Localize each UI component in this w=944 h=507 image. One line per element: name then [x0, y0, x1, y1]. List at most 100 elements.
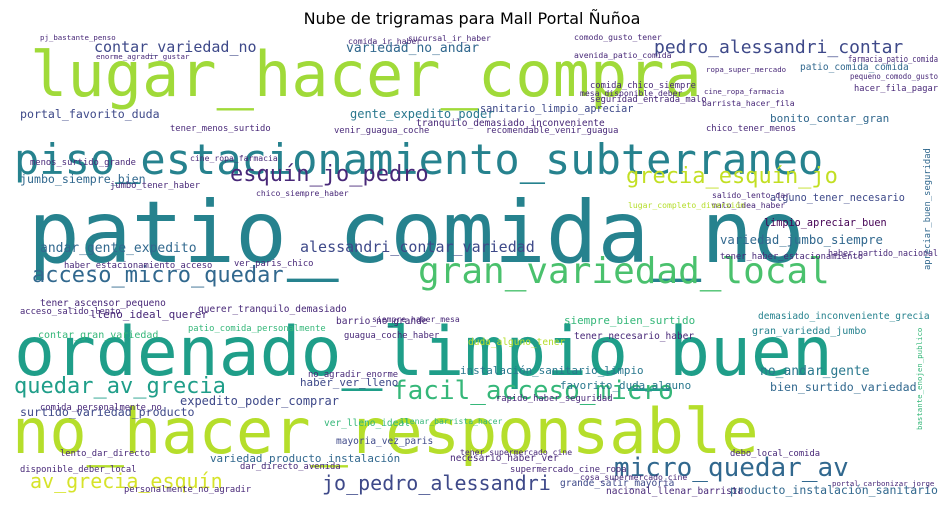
cloud-word: tranquilo_demasiado_inconveniente — [416, 118, 605, 129]
cloud-word: tener_menos_surtido — [170, 124, 271, 134]
cloud-word: menos_surtido_grande — [30, 158, 136, 168]
cloud-word: gran_variedad_jumbo — [752, 326, 866, 337]
cloud-word: llenar_barrista_hacer — [400, 416, 502, 426]
cloud-word: jumbo_tener_haber — [110, 181, 200, 191]
cloud-word: surtido_variedad_producto — [20, 405, 195, 419]
cloud-word: cine_ropa_farmacia — [704, 87, 784, 96]
cloud-word: no_hacer_responsable — [12, 395, 759, 468]
cloud-word: grande_salir_mayoria — [560, 478, 674, 489]
cloud-word: comida_personalmente_no — [40, 403, 162, 413]
cloud-word: variedad_jumbo_siempre — [720, 233, 883, 247]
cloud-word: acceso_micro_quedar — [32, 263, 284, 288]
cloud-word: instalación_sanitario_limpio — [460, 364, 644, 377]
cloud-word: guagua_coche_haber — [344, 331, 439, 341]
cloud-word: tener_haber_estacionamiento — [720, 252, 863, 262]
cloud-word: tener_ascensor_pequeno — [40, 298, 166, 309]
cloud-word: contar_variedad_no — [94, 38, 257, 56]
cloud-word: expedito_poder_comprar — [180, 394, 339, 408]
cloud-word: siempre_haber_mesa — [372, 314, 460, 324]
cloud-word: ver_paris_chico — [234, 259, 313, 269]
cloud-word: comodo_gusto_tener — [574, 32, 662, 42]
cloud-word: barrio_no_grande — [336, 316, 428, 327]
cloud-word: comida_chico_siempre — [590, 81, 696, 91]
cloud-word: pj_bastante_penso — [40, 33, 116, 42]
cloud-word: variedad_producto_instalación — [210, 452, 400, 465]
cloud-word: salido_lento_dar — [712, 190, 790, 200]
cloud-word: chico_tener_menos — [706, 124, 796, 134]
cloud-word: patio_comida_no — [28, 183, 805, 283]
cloud-word: recomendable_venir_guagua — [486, 126, 618, 136]
cloud-word: gran_variedad_local — [418, 251, 830, 292]
cloud-word: limpio_apreciar_buen — [764, 218, 887, 229]
cloud-word: quedar_av_grecia — [14, 374, 226, 399]
cloud-word: jo_pedro_alessandri — [322, 471, 551, 495]
cloud-word: alessandri_contar_variedad — [300, 238, 535, 256]
cloud-word: malo_idea_haber — [712, 200, 785, 210]
cloud-word: haber_estacionamiento_acceso — [64, 261, 212, 271]
cloud-word: personalmente_no_agradir — [124, 485, 251, 495]
cloud-word: enorme_agradir_gustar — [96, 52, 190, 61]
cloud-word: siempre_bien_surtido — [564, 314, 695, 327]
cloud-word: disponible_deber_local — [20, 465, 137, 475]
cloud-word: piso_estacionamiento_subterraneo — [14, 135, 823, 184]
cloud-word: apreciar_buen_seguridad — [923, 148, 933, 270]
cloud-word: hacer_fila_pagar — [854, 84, 938, 94]
cloud-word: no_agradir_enorme — [308, 370, 398, 380]
cloud-word: patio_comida_personalmente — [188, 324, 326, 334]
cloud-word: lleno_ideal_querer — [90, 308, 208, 321]
cloud-word: cosa_supermercado_cine — [580, 472, 687, 482]
cloud-word: mesa_disponible_deber — [580, 88, 682, 98]
cloud-word: bien_surtido_variedad — [770, 380, 917, 394]
cloud-word: producto_instalación_sanitario — [730, 483, 938, 497]
cloud-word: pequeno_comodo_gusto — [850, 71, 938, 81]
cloud-word: favorito_duda_alguno — [560, 379, 691, 392]
cloud-word: ver_lleno_ideal — [324, 418, 410, 429]
cloud-word: haber_ver_lleno — [300, 376, 398, 389]
cloud-word: ordenado_limpio_buen — [14, 313, 833, 392]
cloud-word: lento_dar_directo — [60, 449, 150, 459]
cloud-word: portal_favorito_duda — [20, 107, 160, 121]
cloud-word: jumbo_siempre_bien — [20, 172, 146, 186]
cloud-word: pedro_alessandri_contar — [654, 37, 903, 58]
cloud-word: alguno_tener_necesario — [770, 193, 905, 204]
cloud-word: haber_partido_nacional — [828, 249, 938, 259]
cloud-word: necesario_haber_ver — [450, 453, 559, 464]
cloud-word: bonito_contar_gran — [770, 112, 889, 125]
cloud-word: acceso_salido_lento — [20, 307, 121, 317]
cloud-word: andar_gente_expedito — [40, 241, 197, 256]
cloud-word: grecia_esquín_jo — [626, 164, 838, 189]
cloud-word: av_grecia_esquín — [30, 469, 223, 493]
cloud-word: ropa_super_mercado — [706, 65, 786, 74]
cloud-word: esquín_jo_pedro — [230, 162, 429, 187]
cloud-word: no_andar_gente — [760, 364, 870, 379]
chart-title: Nube de trigramas para Mall Portal Ñuñoa — [303, 9, 641, 28]
cloud-word: seguridad_entrada_malo — [590, 95, 707, 105]
cloud-word: portal_carbonizar_jorge — [832, 479, 935, 488]
cloud-word: barrista_hacer_fila — [702, 98, 795, 108]
cloud-word: mayoria_vez_paris — [336, 436, 433, 447]
cloud-word: avenida_patio_comida — [574, 50, 672, 60]
cloud-word: duda_alguno_tener — [468, 337, 566, 348]
cloud-word: micro_quedar_av — [614, 453, 849, 483]
cloud-word: supermercado_cine_ropa — [510, 465, 627, 475]
cloud-word: chico_siempre_haber — [256, 188, 349, 198]
cloud-word: debo_local_comida — [730, 449, 820, 459]
cloud-word: venir_guagua_coche — [334, 126, 429, 136]
cloud-word: contar_gran_variedad — [38, 330, 158, 341]
cloud-word: gente_expedito_poder — [350, 107, 495, 121]
cloud-word: tener_necesario_haber — [574, 331, 694, 342]
cloud-word: cine_ropa_farmacia — [190, 153, 278, 163]
cloud-word: facil_acceso_micro — [392, 376, 674, 406]
cloud-word: patio_comida_comida — [800, 62, 909, 73]
cloud-word: sanitario_limpio_apreciar — [480, 104, 633, 115]
cloud-word: tener_supermercado_cine — [460, 447, 572, 457]
cloud-word: bastante_enojen_publico — [915, 328, 924, 430]
cloud-word: demasiado_inconveniente_grecia — [758, 311, 930, 322]
cloud-word: lugar_hacer_compra — [30, 38, 702, 111]
cloud-word: sucursal_ir_haber — [408, 33, 491, 43]
cloud-word: rapido_haber_seguridad — [496, 394, 613, 404]
cloud-word: dar_directo_avenida — [240, 462, 341, 472]
cloud-word: lugar_completo_diversión — [628, 200, 745, 210]
cloud-word: farmacia_patio_comida — [848, 55, 938, 65]
